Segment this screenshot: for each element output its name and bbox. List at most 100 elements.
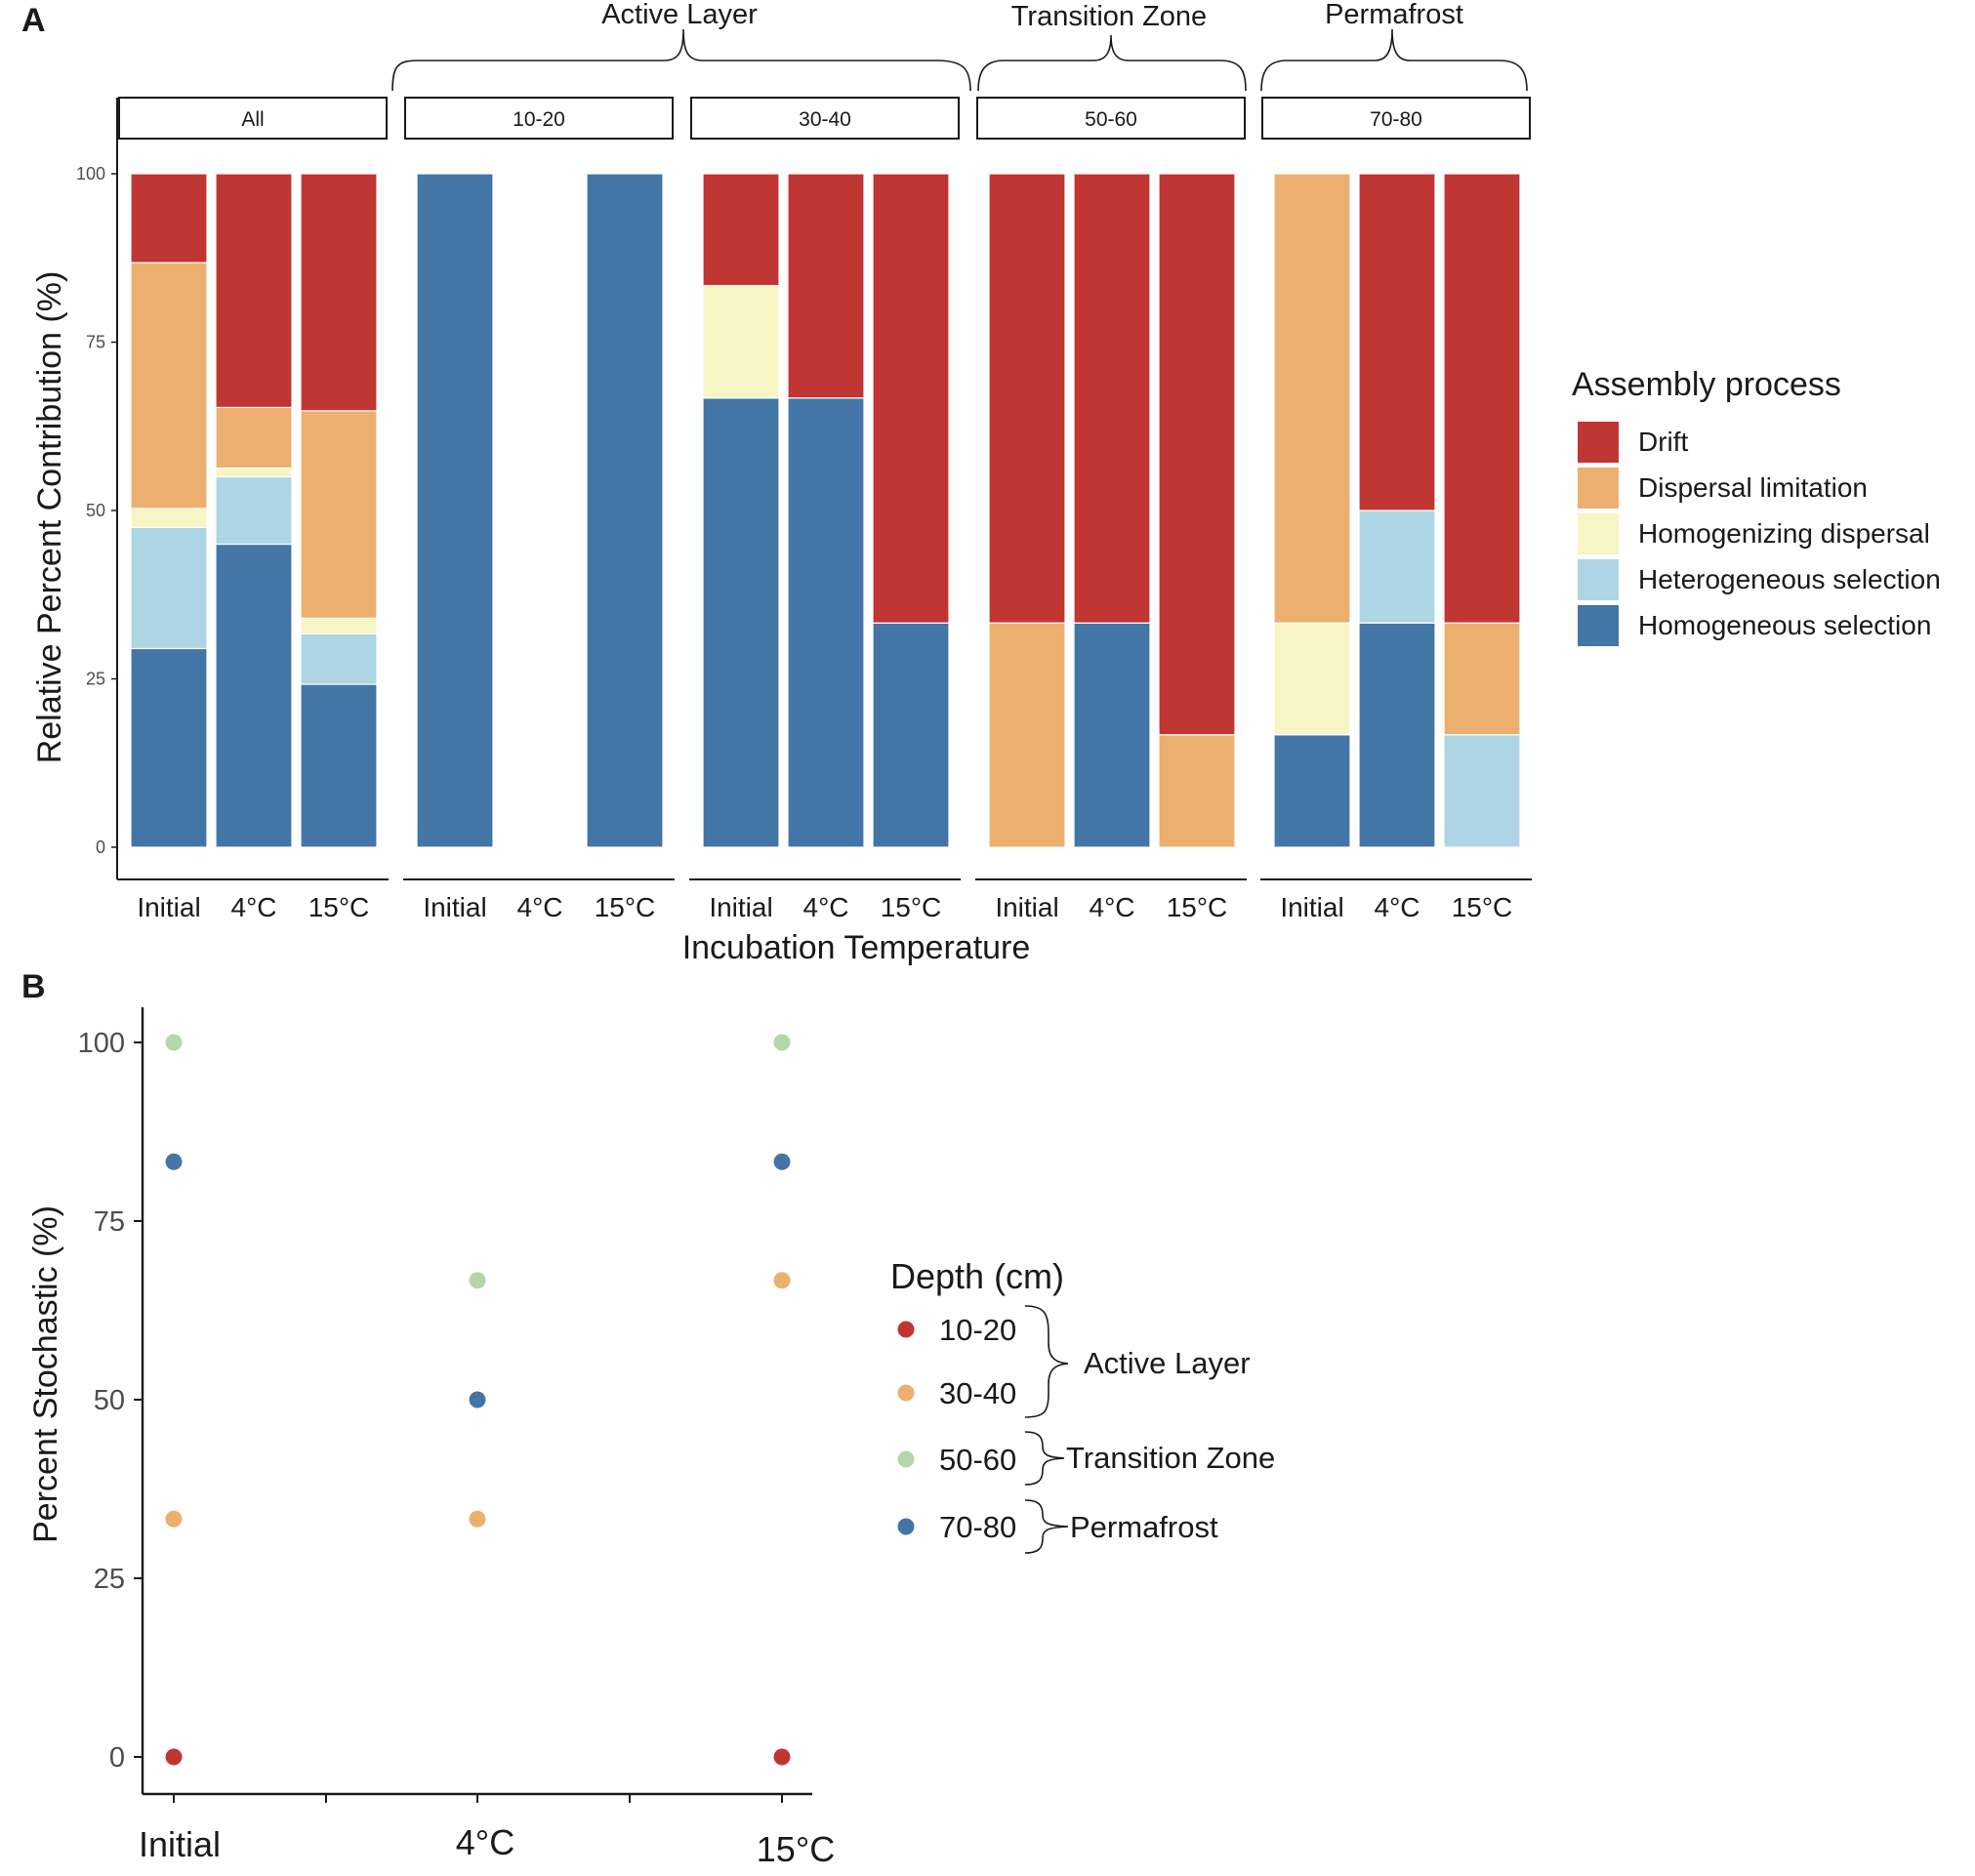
y-tick-label: 25 bbox=[94, 1564, 125, 1595]
facet-70-80: 70-80 Initial 4°C 15°C bbox=[1260, 97, 1532, 922]
bar-segment-all-15c-dispersal-limitation bbox=[300, 410, 378, 620]
legend-label-70-80: 70-80 bbox=[939, 1510, 1016, 1544]
x-tick-label-4c: 4°C bbox=[456, 1822, 514, 1862]
legend-label-30-40: 30-40 bbox=[939, 1376, 1016, 1410]
x-tick-label: 15°C bbox=[595, 892, 656, 922]
y-axis-title-b: Percent Stochastic (%) bbox=[27, 1205, 64, 1543]
transition-zone-brace bbox=[977, 34, 1247, 92]
bar-segment-all-initial-homogenizing-dispersal bbox=[130, 508, 208, 528]
x-tick-label: 4°C bbox=[231, 892, 277, 922]
legend-title-b: Depth (cm) bbox=[890, 1256, 1064, 1296]
legend-group-label-active-layer: Active Layer bbox=[1084, 1346, 1251, 1380]
legend-point-10-20 bbox=[897, 1321, 915, 1338]
active-layer-brace bbox=[391, 28, 971, 92]
x-tick-label: Initial bbox=[995, 892, 1058, 922]
bar-segment-10-20-initial-homogeneous-selection bbox=[416, 173, 494, 848]
bar-segment-70-80-initial-dispersal-limitation bbox=[1273, 173, 1351, 624]
legend-brace-permafrost bbox=[1024, 1499, 1069, 1554]
legend-group-label-transition-zone: Transition Zone bbox=[1066, 1441, 1275, 1475]
bar-segment-70-80-15c-drift bbox=[1443, 173, 1521, 624]
legend-label-dispersal-limitation: Dispersal limitation bbox=[1638, 472, 1868, 503]
legend-point-30-40 bbox=[897, 1384, 915, 1402]
scatter-axes: 0 25 50 75 100 Initial 4°C 15°C bbox=[78, 1007, 835, 1869]
y-tick-label: 75 bbox=[94, 1206, 125, 1238]
bar-segment-70-80-15c-dispersal-limitation bbox=[1443, 622, 1521, 736]
y-tick-label: 100 bbox=[78, 1028, 125, 1059]
y-tick-label: 25 bbox=[86, 670, 105, 689]
x-tick-label: 4°C bbox=[517, 892, 563, 922]
panel-label-b: B bbox=[21, 968, 46, 1005]
facet-all: All Initial 4°C 15°C bbox=[117, 97, 389, 922]
legend-brace-active-layer bbox=[1024, 1305, 1069, 1418]
x-tick-label: 15°C bbox=[881, 892, 942, 922]
bar-segment-50-60-4c-drift bbox=[1073, 173, 1151, 624]
x-tick-label: Initial bbox=[709, 892, 772, 922]
legend-label-drift: Drift bbox=[1638, 427, 1689, 457]
bar-segment-50-60-initial-drift bbox=[988, 173, 1066, 624]
bar-segment-70-80-initial-homogeneous-selection bbox=[1273, 734, 1351, 848]
point-10-20-15c bbox=[773, 1748, 791, 1766]
facet-strip bbox=[690, 97, 960, 140]
x-tick-label-initial: Initial bbox=[139, 1824, 221, 1864]
point-10-20-initial bbox=[165, 1748, 183, 1766]
legend-label-heterogeneous-selection: Heterogeneous selection bbox=[1638, 564, 1941, 594]
legend-label-homogenizing-dispersal: Homogenizing dispersal bbox=[1638, 518, 1930, 549]
legend-group-label-permafrost: Permafrost bbox=[1070, 1510, 1218, 1544]
point-50-60-15c bbox=[773, 1034, 791, 1051]
facet-10-20: 10-20 Initial 4°C 15°C bbox=[403, 97, 675, 922]
legend-swatch-heterogeneous-selection bbox=[1578, 559, 1619, 600]
legend-label-homogeneous-selection: Homogeneous selection bbox=[1638, 610, 1931, 640]
point-30-40-4c bbox=[469, 1510, 486, 1528]
bar-segment-30-40-initial-homogenizing-dispersal bbox=[702, 284, 780, 399]
facet-30-40: 30-40 Initial 4°C 15°C bbox=[689, 97, 961, 922]
point-70-80-initial bbox=[165, 1153, 183, 1170]
depth-legend: Depth (cm) 10-20 30-40 50-60 70-80 Active La… bbox=[890, 1256, 1275, 1554]
bar-segment-30-40-initial-drift bbox=[702, 173, 780, 287]
panel-b-scatter-chart: 0 25 50 75 100 Initial 4°C 15°C Percent Stochas… bbox=[27, 1007, 1275, 1869]
bar-segment-30-40-15c-drift bbox=[872, 173, 950, 624]
legend-brace-transition-zone bbox=[1024, 1431, 1065, 1486]
legend-swatch-dispersal-limitation bbox=[1578, 468, 1619, 509]
bar-segment-all-15c-homogeneous-selection bbox=[300, 683, 378, 848]
bar-segment-all-4c-heterogeneous-selection bbox=[215, 475, 293, 546]
x-tick-label: Initial bbox=[1280, 892, 1343, 922]
facet-strip-label: 50-60 bbox=[1085, 108, 1137, 131]
bar-segment-70-80-4c-drift bbox=[1358, 173, 1436, 511]
group-label-permafrost: Permafrost bbox=[1325, 0, 1463, 30]
x-tick-label: 15°C bbox=[1167, 892, 1228, 922]
x-tick-label: Initial bbox=[137, 892, 200, 922]
bar-segment-30-40-15c-homogeneous-selection bbox=[872, 622, 950, 848]
x-tick-label-15c: 15°C bbox=[757, 1829, 835, 1869]
bar-segment-all-15c-heterogeneous-selection bbox=[300, 632, 378, 685]
y-tick-label: 50 bbox=[94, 1385, 125, 1416]
point-30-40-15c bbox=[773, 1272, 791, 1289]
bar-segment-all-4c-homogenizing-dispersal bbox=[215, 467, 293, 478]
panel-a-stacked-bar-chart: Active Layer Transition Zone Permafrost … bbox=[31, 0, 1941, 966]
group-label-transition-zone: Transition Zone bbox=[1011, 1, 1207, 32]
legend-point-50-60 bbox=[897, 1450, 915, 1468]
legend-swatch-homogenizing-dispersal bbox=[1578, 513, 1619, 554]
x-tick-label: 4°C bbox=[803, 892, 849, 922]
y-axis-title-a: Relative Percent Contribution (%) bbox=[31, 271, 68, 764]
legend-swatch-drift bbox=[1578, 422, 1619, 463]
assembly-process-legend: Assembly process Drift Dispersal limitati… bbox=[1572, 366, 1941, 646]
point-50-60-4c bbox=[469, 1272, 486, 1289]
permafrost-brace bbox=[1260, 28, 1528, 92]
bar-segment-30-40-4c-drift bbox=[787, 173, 865, 399]
legend-label-10-20: 10-20 bbox=[939, 1313, 1016, 1347]
facet-strip-label: 70-80 bbox=[1370, 108, 1422, 131]
bar-segment-70-80-initial-homogenizing-dispersal bbox=[1273, 622, 1351, 736]
bar-segment-all-initial-drift bbox=[130, 173, 208, 264]
y-tick-label: 75 bbox=[86, 333, 105, 352]
bar-segment-10-20-15c-homogeneous-selection bbox=[586, 173, 664, 848]
group-label-active-layer: Active Layer bbox=[601, 0, 758, 30]
bar-segment-50-60-15c-drift bbox=[1158, 173, 1236, 736]
legend-point-70-80 bbox=[897, 1518, 915, 1535]
bar-segment-30-40-4c-homogeneous-selection bbox=[787, 397, 865, 848]
bar-segment-all-4c-homogeneous-selection bbox=[215, 543, 293, 848]
facet-50-60: 50-60 Initial 4°C 15°C bbox=[975, 97, 1247, 922]
y-tick-label: 0 bbox=[109, 1742, 125, 1774]
bar-segment-30-40-initial-homogeneous-selection bbox=[702, 397, 780, 848]
